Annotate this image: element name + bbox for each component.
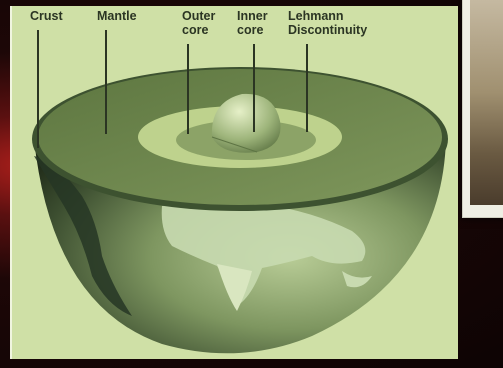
earth-layers-panel: Crust Mantle Outer core Inner core Lehma… [10, 6, 458, 359]
continent-islands [342, 271, 372, 288]
continent-asia [161, 200, 366, 306]
continent-africa [34, 156, 132, 316]
person-photo [470, 0, 503, 205]
label-mantle: Mantle [97, 9, 137, 23]
inner-core-dome [211, 93, 281, 153]
earth-cutaway-diagram [32, 30, 448, 354]
lehmann-discontinuity-edge [211, 136, 258, 153]
continent-india [217, 264, 252, 311]
label-inner-core: Inner core [237, 9, 268, 37]
layer-labels: Crust Mantle Outer core Inner core Lehma… [12, 6, 458, 66]
label-outer-core: Outer core [182, 9, 216, 37]
label-lehmann-discontinuity: Lehmann Discontinuity [288, 9, 368, 37]
label-crust: Crust [30, 9, 63, 23]
